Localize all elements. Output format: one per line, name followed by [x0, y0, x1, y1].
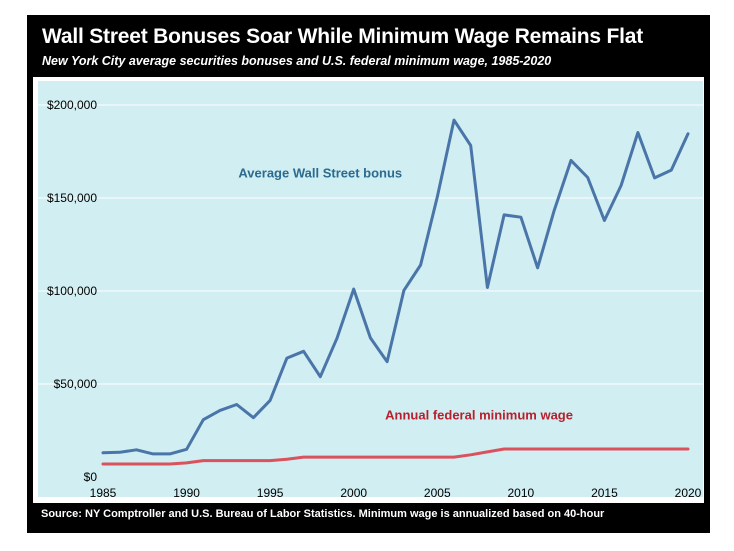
bonus-series-label: Average Wall Street bonus: [238, 166, 402, 181]
chart-frame: Wall Street Bonuses Soar While Minimum W…: [27, 15, 710, 533]
x-tick-label: 2015: [591, 486, 618, 497]
source-note: Source: NY Comptroller and U.S. Bureau o…: [41, 508, 605, 520]
y-tick-label: $150,000: [47, 191, 97, 205]
minimum-wage-series-label: Annual federal minimum wage: [385, 407, 573, 422]
plot-area: $0 $50,000 $100,000 $150,000 $200,000 1985 199…: [38, 81, 703, 497]
x-tick-label: 2005: [424, 486, 451, 497]
x-tick-label: 2000: [340, 486, 367, 497]
bonus-series-line: [101, 118, 690, 456]
x-tick-label: 2020: [675, 486, 702, 497]
x-tick-label: 1990: [173, 486, 200, 497]
minimum-wage-series-line: [101, 447, 690, 466]
title-bar: Wall Street Bonuses Soar While Minimum W…: [33, 21, 704, 77]
y-tick-label: $50,000: [54, 377, 98, 391]
y-tick-label: $200,000: [47, 98, 97, 112]
x-tick-label: 2010: [508, 486, 535, 497]
y-tick-label: $0: [84, 470, 98, 484]
chart-title: Wall Street Bonuses Soar While Minimum W…: [42, 25, 644, 48]
source-bar: Source: NY Comptroller and U.S. Bureau o…: [33, 503, 704, 527]
x-tick-label: 1985: [90, 486, 117, 497]
y-tick-label: $100,000: [47, 284, 97, 298]
line-chart: $0 $50,000 $100,000 $150,000 $200,000 1985 199…: [38, 98, 703, 497]
chart-subtitle: New York City average securities bonuses…: [42, 54, 552, 68]
x-tick-label: 1995: [257, 486, 284, 497]
